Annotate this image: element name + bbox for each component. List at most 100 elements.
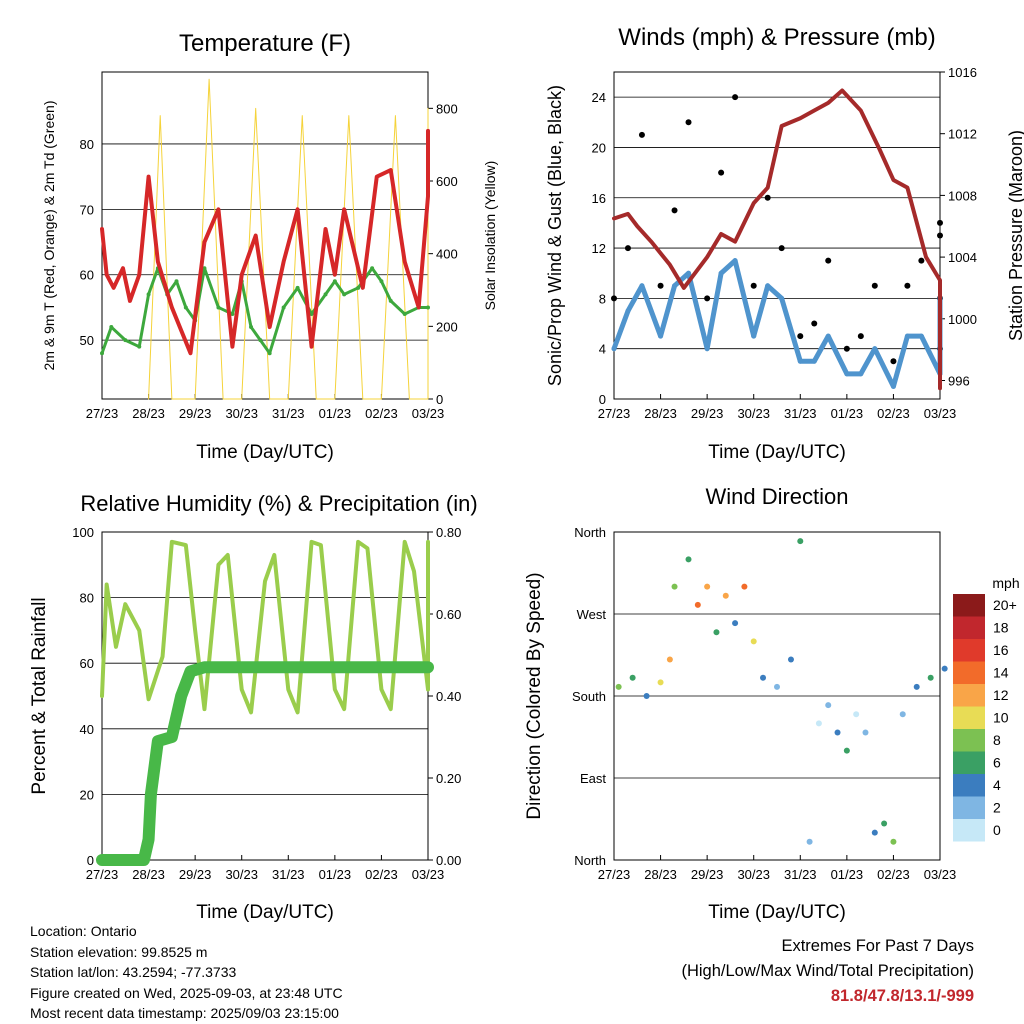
gust-point (685, 119, 692, 126)
rh-xtick-label: 30/23 (225, 867, 258, 882)
gust-point (843, 345, 850, 352)
direction-point (615, 683, 622, 690)
rh-y2tick-label: 0.20 (436, 771, 461, 786)
direction-point (732, 620, 739, 627)
dewpoint-point (146, 292, 151, 297)
temp-ytick-label: 50 (80, 333, 94, 348)
gust-point (890, 358, 897, 365)
gust-point (811, 320, 818, 327)
direction-point (834, 729, 841, 736)
wind-ytick-label: 24 (592, 90, 606, 105)
rh-xtick-label: 31/23 (272, 867, 305, 882)
wind-point (625, 308, 631, 314)
wind-point (611, 346, 617, 352)
legend-swatch (953, 616, 985, 639)
dir-xtick-label: 29/23 (691, 867, 724, 882)
dewpoint-point (295, 285, 300, 290)
legend-label: 16 (993, 642, 1009, 658)
direction-point (741, 583, 748, 590)
dir-ytick-label: East (580, 771, 606, 786)
temp-ytick-label: 60 (80, 268, 94, 283)
wind-point (765, 283, 771, 289)
temp-xtick-label: 01/23 (319, 406, 352, 421)
direction-point (760, 674, 767, 681)
created-text: Figure created on Wed, 2025-09-03, at 23… (30, 984, 343, 1001)
rh-y2tick-label: 0.00 (436, 853, 461, 868)
temp-xtick-label: 02/23 (365, 406, 398, 421)
legend-label: 4 (993, 777, 1001, 793)
dewpoint-point (379, 279, 384, 284)
wind-y2tick-label: 1004 (948, 250, 977, 265)
extremes-values: 81.8/47.8/13.1/-999 (830, 987, 974, 1005)
gust-point (624, 245, 631, 252)
rh-xtick-label: 27/23 (86, 867, 119, 882)
wind-point (732, 258, 738, 264)
dir-xtick-label: 01/23 (831, 867, 864, 882)
wind-point (811, 358, 817, 364)
wind-point (718, 270, 724, 276)
wind-y2tick-label: 1008 (948, 188, 977, 203)
dir-xtick-label: 03/23 (924, 867, 957, 882)
legend-title: mph (992, 575, 1019, 591)
temp-title: Temperature (F) (179, 30, 351, 57)
gust-point (764, 194, 771, 201)
temp-y2tick-label: 600 (436, 174, 458, 189)
rh-ytick-label: 80 (80, 591, 94, 606)
gust-point (611, 295, 617, 302)
direction-point (843, 747, 850, 754)
wind-ytick-label: 12 (592, 241, 606, 256)
direction-point (871, 829, 878, 836)
wind-xtick-label: 27/23 (598, 406, 631, 421)
dir-xtick-label: 27/23 (598, 867, 631, 882)
wind-ytick-label: 8 (599, 291, 606, 306)
direction-point (787, 656, 794, 663)
rh-xtick-label: 02/23 (365, 867, 398, 882)
dewpoint-point (356, 285, 361, 290)
gust-point (704, 295, 711, 302)
wind-y2tick-label: 1012 (948, 127, 977, 142)
dir-xtick-label: 02/23 (877, 867, 910, 882)
direction-point (913, 683, 920, 690)
dewpoint-point (100, 351, 104, 356)
wind-point (904, 333, 910, 339)
legend-label: 6 (993, 755, 1001, 771)
legend-label: 8 (993, 732, 1001, 748)
wind-ylabel-right: Station Pressure (Maroon) (1006, 130, 1024, 341)
rh-xlabel: Time (Day/UTC) (196, 902, 334, 923)
direction-point (657, 679, 664, 686)
dewpoint-point (402, 311, 407, 316)
direction-point (853, 711, 860, 718)
wind-point (890, 383, 896, 389)
wind-point (704, 346, 710, 352)
pressure-line (612, 88, 942, 391)
direction-point (685, 556, 692, 563)
gust-point (904, 282, 911, 289)
direction-point (722, 592, 729, 599)
gust-point (718, 169, 725, 176)
legend-swatch (953, 819, 985, 842)
dir-ytick-label: West (577, 607, 607, 622)
gust-point (750, 282, 757, 289)
rh-xtick-label: 03/23 (412, 867, 445, 882)
gust-point (871, 282, 878, 289)
legend-swatch (953, 639, 985, 662)
wind-point (872, 346, 878, 352)
temp-xlabel: Time (Day/UTC) (196, 442, 334, 463)
gust-point (857, 333, 864, 340)
wind-point (751, 333, 757, 339)
dewpoint-point (323, 292, 328, 297)
dir-ylabel: Direction (Colored By Speed) (524, 572, 545, 819)
timestamp-text: Most recent data timestamp: 2025/09/03 2… (30, 1005, 339, 1021)
gust-point (671, 207, 678, 214)
rh-ytick-label: 40 (80, 722, 94, 737)
temp-xtick-label: 30/23 (225, 406, 258, 421)
direction-point (890, 838, 897, 845)
dewpoint-point (202, 266, 207, 271)
temp-ytick-label: 70 (80, 202, 94, 217)
direction-point (825, 702, 832, 709)
extremes-subtitle: (High/Low/Max Wind/Total Precipitation) (681, 962, 974, 980)
wind-title: Winds (mph) & Pressure (mb) (618, 24, 935, 51)
gust-point (937, 232, 943, 239)
dewpoint-point (370, 266, 375, 271)
